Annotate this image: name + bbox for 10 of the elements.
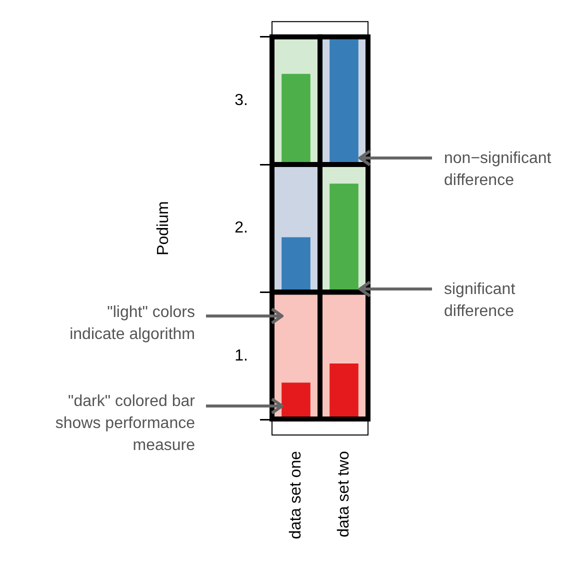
y-tick-label: 1.	[234, 347, 248, 364]
text: "light" colors indicate algorithm	[70, 303, 195, 345]
text: significant difference	[444, 280, 516, 322]
y-tick-label: 3.	[234, 92, 248, 110]
text: "dark" colored bar shows performance measure	[55, 392, 195, 456]
text: non−significant difference	[444, 149, 552, 191]
x-tick-label: data set two	[335, 450, 352, 538]
y-tick-label: 2.	[234, 220, 248, 237]
y-axis-title: Podium	[155, 201, 172, 256]
x-tick-label: data set one	[287, 450, 304, 540]
